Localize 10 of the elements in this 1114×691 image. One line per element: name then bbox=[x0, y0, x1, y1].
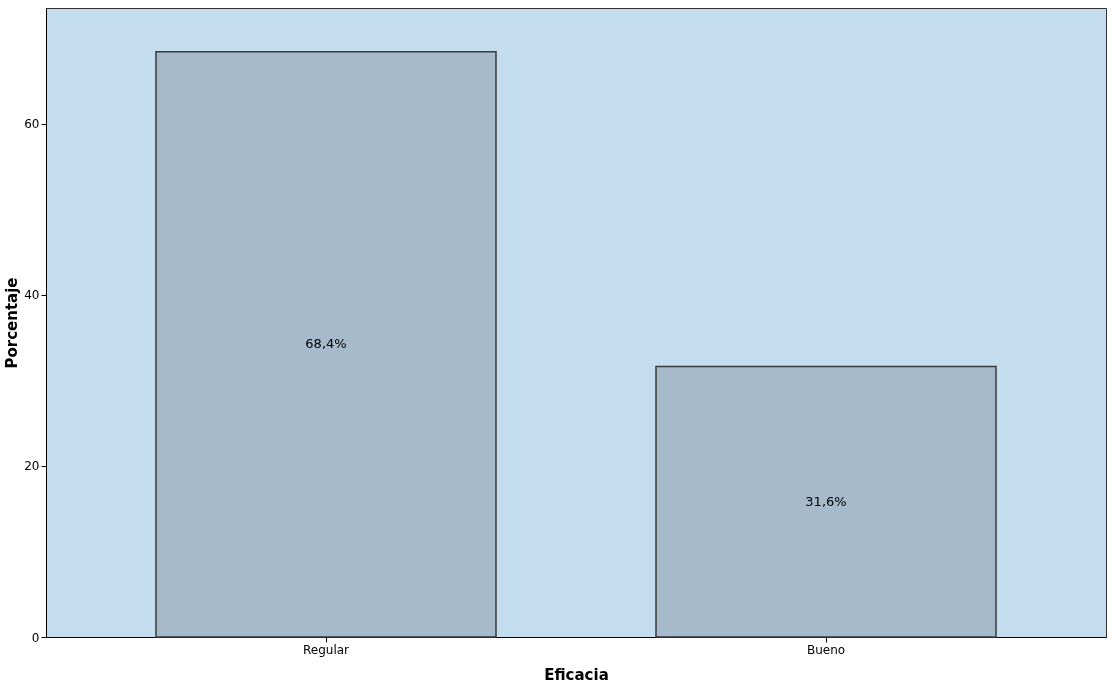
y-tick-label: 40 bbox=[24, 288, 40, 303]
y-tick-label: 0 bbox=[31, 630, 40, 645]
x-tick-label: Bueno bbox=[806, 642, 846, 657]
y-tick-label: 60 bbox=[24, 117, 40, 132]
data-label: 68,4% bbox=[305, 336, 347, 352]
y-tick-label: 20 bbox=[24, 459, 40, 474]
data-label: 31,6% bbox=[805, 493, 847, 509]
y-axis-title: Porcentaje bbox=[3, 277, 22, 369]
x-tick-label: Regular bbox=[302, 642, 350, 657]
x-axis-title: Eficacia bbox=[544, 665, 609, 684]
